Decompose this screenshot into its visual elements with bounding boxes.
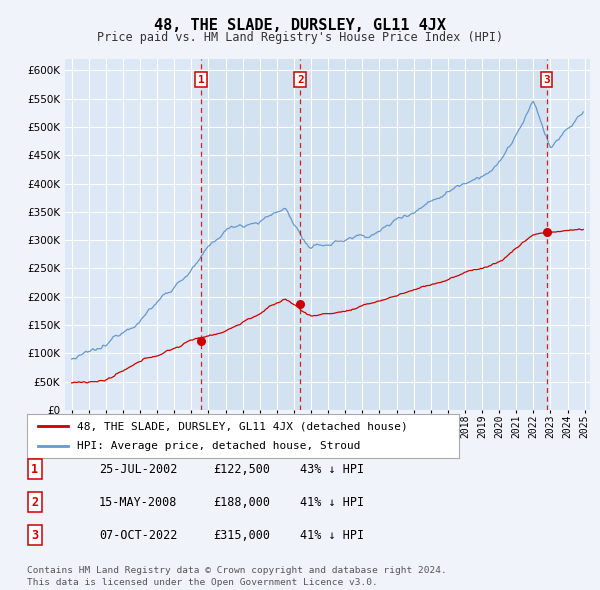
Text: Contains HM Land Registry data © Crown copyright and database right 2024.
This d: Contains HM Land Registry data © Crown c… [27, 566, 447, 587]
Text: 48, THE SLADE, DURSLEY, GL11 4JX (detached house): 48, THE SLADE, DURSLEY, GL11 4JX (detach… [77, 421, 407, 431]
Text: 3: 3 [543, 75, 550, 85]
Text: 15-MAY-2008: 15-MAY-2008 [99, 496, 178, 509]
Text: HPI: Average price, detached house, Stroud: HPI: Average price, detached house, Stro… [77, 441, 360, 451]
Text: Price paid vs. HM Land Registry's House Price Index (HPI): Price paid vs. HM Land Registry's House … [97, 31, 503, 44]
Text: 41% ↓ HPI: 41% ↓ HPI [300, 496, 364, 509]
Text: 43% ↓ HPI: 43% ↓ HPI [300, 463, 364, 476]
Text: 2: 2 [31, 496, 38, 509]
Bar [201, 59, 300, 410]
Bar [300, 59, 547, 410]
Text: 1: 1 [197, 75, 204, 85]
Text: 25-JUL-2002: 25-JUL-2002 [99, 463, 178, 476]
Text: 1: 1 [31, 463, 38, 476]
Text: 3: 3 [31, 529, 38, 542]
Text: 48, THE SLADE, DURSLEY, GL11 4JX: 48, THE SLADE, DURSLEY, GL11 4JX [154, 18, 446, 32]
Text: 2: 2 [297, 75, 304, 85]
Text: £188,000: £188,000 [213, 496, 270, 509]
Text: £122,500: £122,500 [213, 463, 270, 476]
Text: 41% ↓ HPI: 41% ↓ HPI [300, 529, 364, 542]
Text: 07-OCT-2022: 07-OCT-2022 [99, 529, 178, 542]
Text: £315,000: £315,000 [213, 529, 270, 542]
